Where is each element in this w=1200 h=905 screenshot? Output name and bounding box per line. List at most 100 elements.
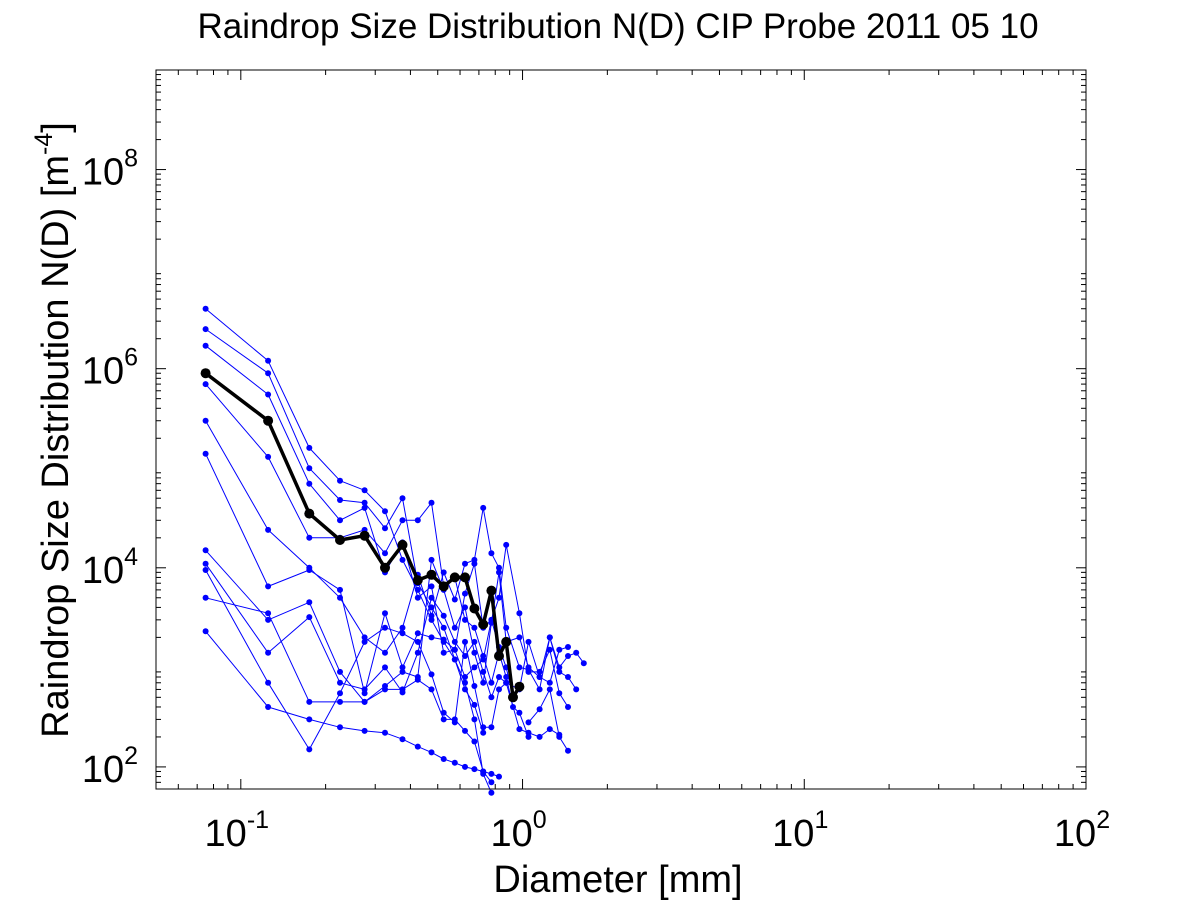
sample-point [202, 381, 209, 388]
sample-point [488, 779, 495, 786]
x-axis-label: Diameter [mm] [493, 859, 742, 900]
sample-point [428, 556, 435, 563]
y-axis-label-superscript: -4 [30, 133, 58, 155]
sample-point [265, 649, 272, 656]
y-tick-label-base: 10 [82, 152, 124, 194]
sample-point [306, 444, 313, 451]
sample-point [382, 550, 388, 557]
mean-point [412, 575, 423, 586]
y-tick-label: 104 [82, 543, 138, 592]
sample-point [337, 477, 343, 484]
sample-point [462, 616, 468, 623]
sample-point [556, 690, 563, 697]
mean-point [486, 585, 497, 596]
sample-point [565, 674, 571, 680]
mean-point [508, 692, 518, 703]
sample-point [536, 706, 543, 713]
y-tick-label: 106 [82, 344, 138, 393]
sample-point [496, 674, 502, 680]
sample-point [471, 638, 478, 645]
sample-point [496, 773, 502, 780]
sample-point [414, 676, 421, 683]
sample-point [556, 664, 563, 671]
sample-point [471, 664, 478, 671]
sample-point [573, 649, 580, 656]
sample-point [361, 638, 368, 645]
sample-point [451, 624, 458, 631]
sample-point [337, 679, 343, 686]
sample-point [202, 628, 209, 635]
sample-point [361, 698, 368, 705]
sample-point [399, 664, 406, 671]
sample-point [414, 743, 421, 750]
sample-point [337, 698, 343, 705]
sample-point [306, 567, 313, 573]
sample-point [488, 550, 495, 557]
sample-point [306, 534, 313, 541]
sample-point [337, 497, 343, 503]
sample-point [451, 759, 458, 766]
sample-point [265, 583, 272, 590]
sample-point [471, 560, 478, 567]
sample-point [546, 686, 553, 693]
x-tick-label-exponent: 0 [533, 806, 547, 834]
y-axis-label-main: Raindrop Size Distribution N(D) [m [35, 155, 77, 738]
mean-point [478, 619, 489, 630]
sample-point [337, 517, 343, 524]
sample-series-1 [202, 305, 487, 736]
sample-point [202, 342, 209, 349]
sample-point [440, 569, 447, 576]
sample-point [536, 674, 543, 680]
sample-point [337, 690, 343, 697]
sample-point [399, 495, 406, 502]
sample-point [565, 653, 571, 659]
sample-point [337, 668, 343, 675]
mean-point [460, 572, 470, 583]
x-tick-label-base: 10 [490, 813, 532, 855]
sample-point [382, 508, 388, 515]
sample-point [471, 766, 478, 773]
y-tick-label: 108 [82, 145, 138, 194]
sample-point [382, 525, 388, 532]
sample-point [306, 614, 313, 621]
sample-point [202, 417, 209, 424]
mean-point [501, 636, 512, 647]
sample-point [399, 630, 406, 637]
sample-point [414, 630, 421, 637]
sample-point [462, 674, 468, 680]
sample-point [440, 716, 447, 723]
sample-point [496, 564, 502, 571]
sample-point [480, 768, 487, 775]
sample-point [361, 727, 368, 734]
sample-point [516, 610, 523, 617]
sample-point [525, 668, 532, 675]
sample-point [471, 701, 478, 708]
sample-point [525, 719, 532, 726]
sample-point [480, 504, 487, 511]
sample-point [202, 305, 209, 312]
sample-series-10 [202, 594, 495, 786]
sample-point [202, 547, 209, 554]
sample-point [306, 480, 313, 487]
x-tick-label: 102 [1054, 806, 1110, 855]
sample-point [546, 634, 553, 641]
sample-point [399, 668, 406, 675]
sample-point [382, 610, 388, 617]
sample-point [428, 634, 435, 641]
sample-point [516, 709, 523, 716]
sample-point [503, 541, 510, 548]
sample-point [462, 763, 468, 770]
sample-point [462, 727, 468, 734]
sample-point [337, 724, 343, 731]
sample-point [573, 686, 580, 693]
chart-title: Raindrop Size Distribution N(D) CIP Prob… [197, 7, 1038, 46]
sample-point [480, 679, 487, 686]
sample-point [265, 357, 272, 364]
y-tick-label-exponent: 4 [124, 543, 138, 571]
sample-point [306, 465, 313, 472]
sample-point [516, 664, 523, 671]
sample-point [556, 733, 563, 740]
sample-point [496, 686, 502, 693]
sample-point [480, 729, 487, 736]
y-axis-label-bracket: ] [35, 122, 77, 133]
